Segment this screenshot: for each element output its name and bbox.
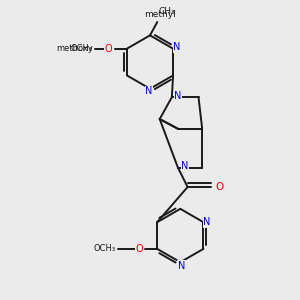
Text: N: N <box>178 261 185 271</box>
Text: N: N <box>145 86 152 96</box>
Text: O: O <box>135 244 143 254</box>
Text: CH₃: CH₃ <box>158 7 175 16</box>
Text: methyl: methyl <box>144 10 175 19</box>
Text: N: N <box>203 217 211 227</box>
Text: OCH₃: OCH₃ <box>71 44 93 53</box>
Text: OCH₃: OCH₃ <box>94 244 116 253</box>
Text: O: O <box>105 44 112 54</box>
Text: O: O <box>215 182 223 192</box>
Text: N: N <box>182 161 189 171</box>
Text: N: N <box>174 91 182 101</box>
Text: N: N <box>173 43 180 52</box>
Text: methoxy: methoxy <box>56 44 93 53</box>
